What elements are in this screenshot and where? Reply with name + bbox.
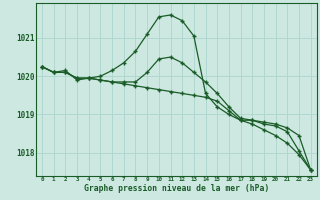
X-axis label: Graphe pression niveau de la mer (hPa): Graphe pression niveau de la mer (hPa) — [84, 184, 269, 193]
